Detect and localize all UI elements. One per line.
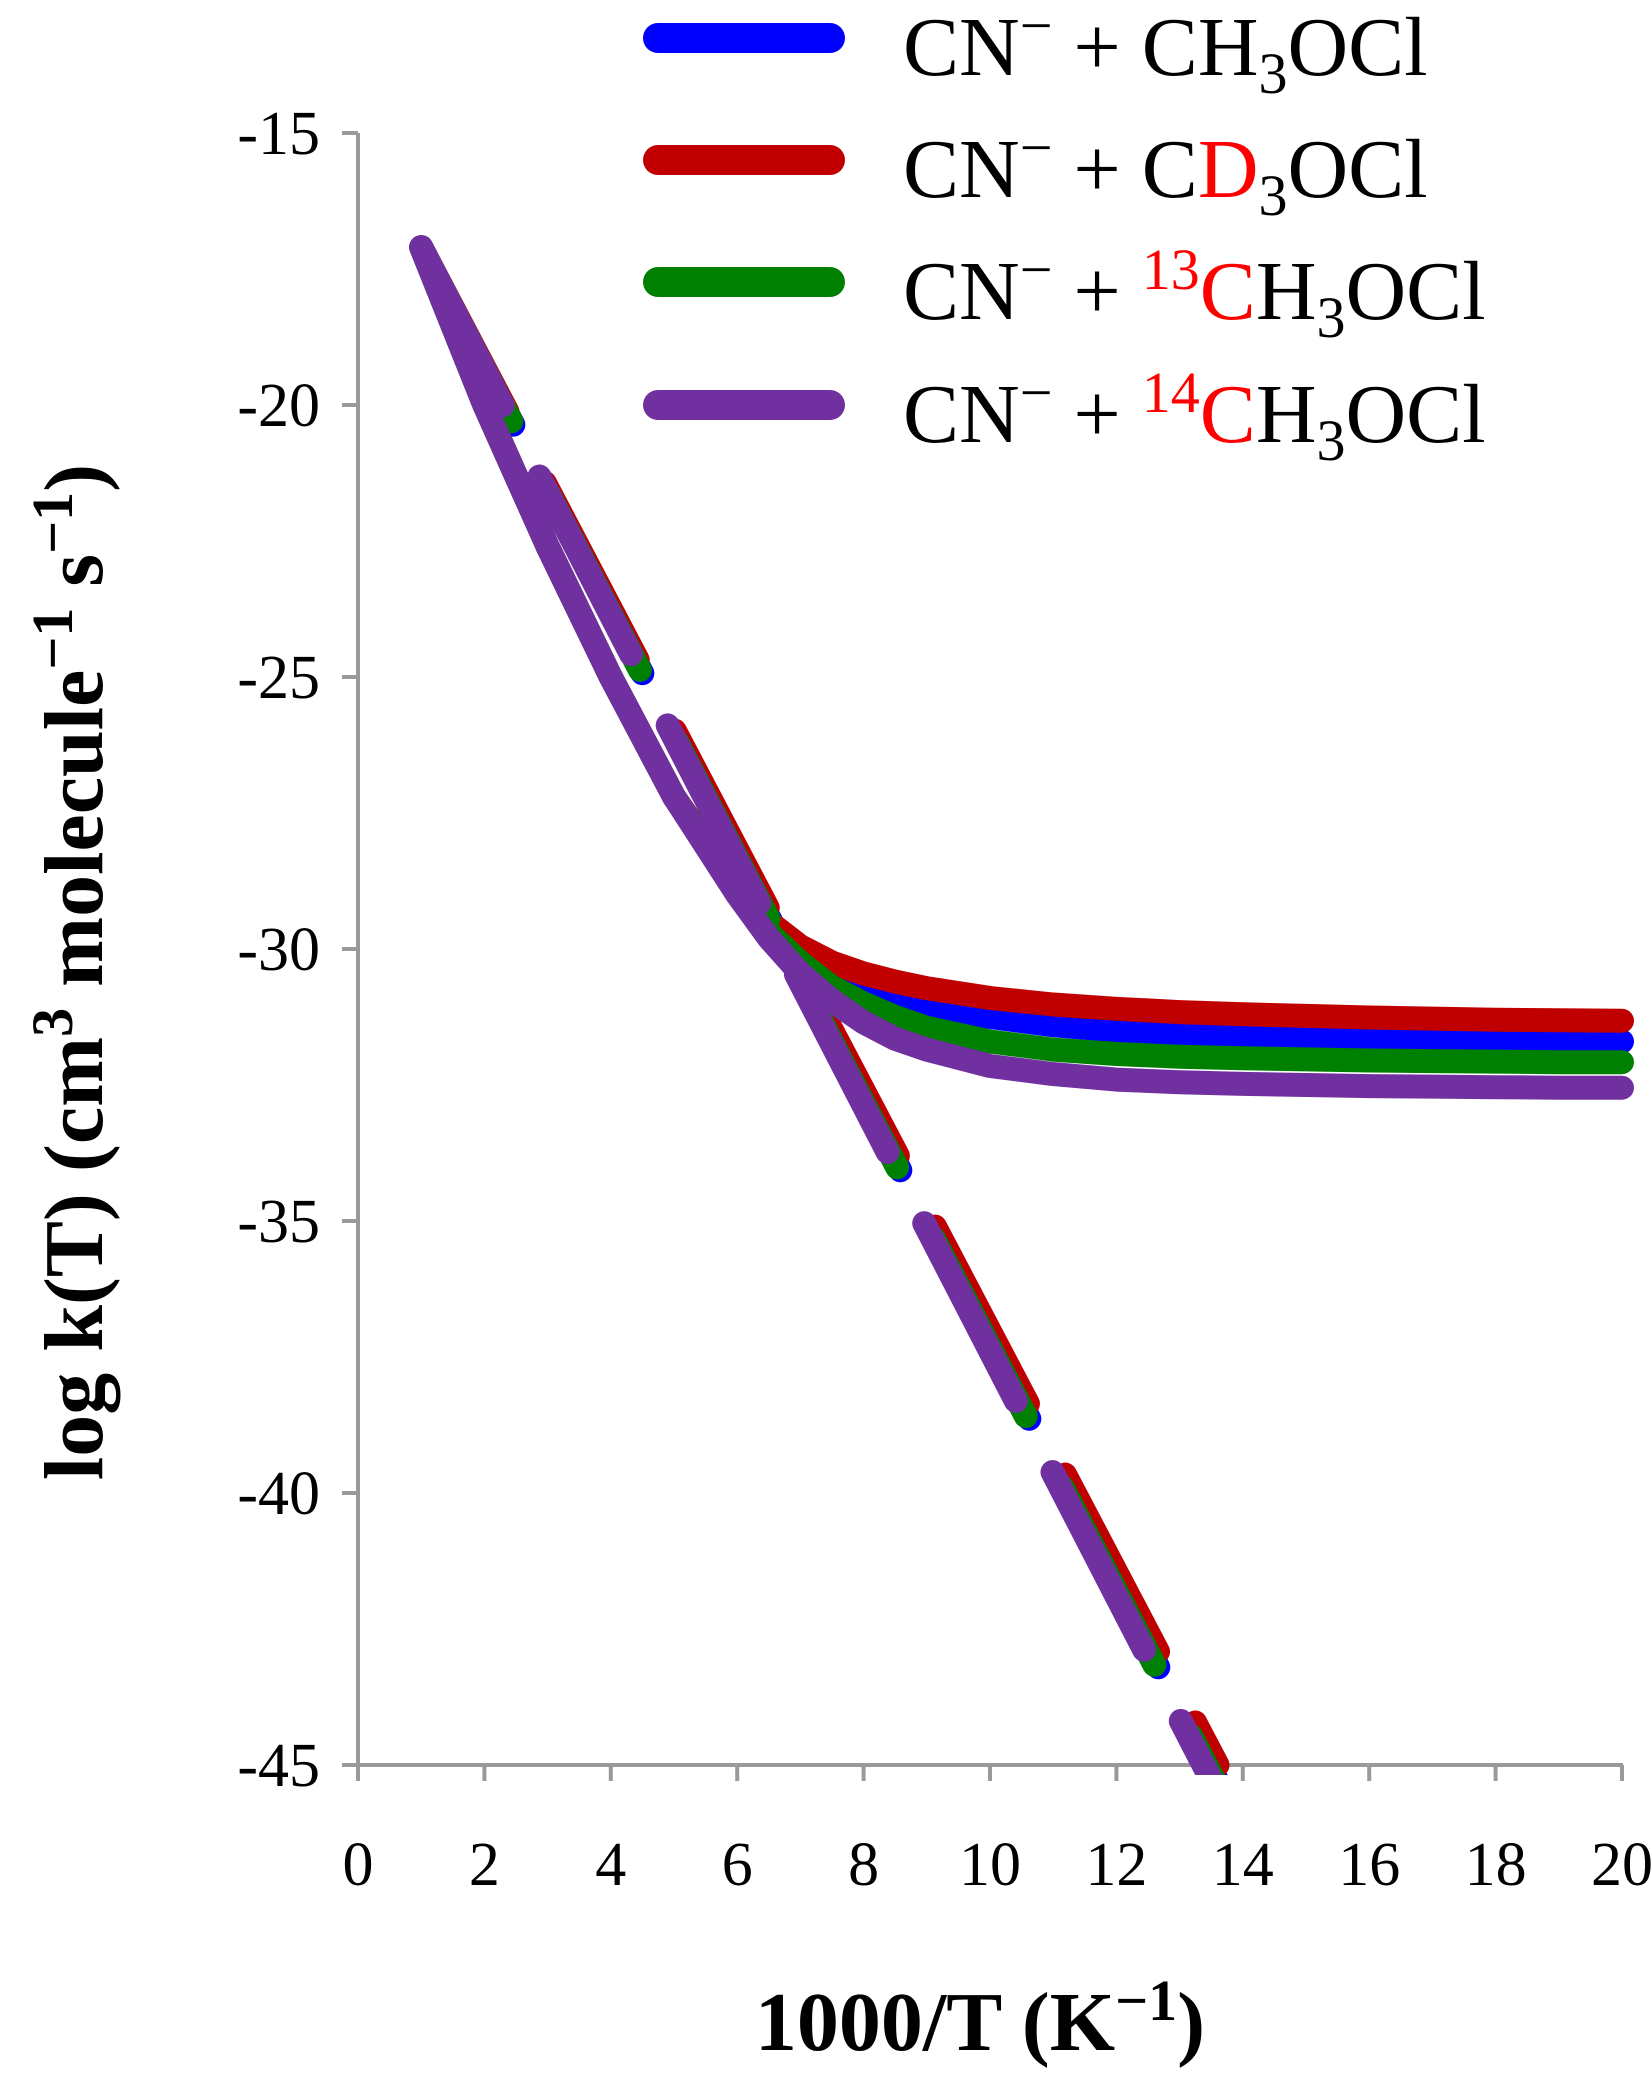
x-axis-title-main: 1000/T (K [755,1976,1115,2069]
x-tick-label: 14 [1212,1831,1274,1899]
legend-label-pre: CN [903,245,1020,338]
y-axis-title-part-3: s [28,554,121,608]
y-axis-title-part-1: log k(T) (cm [28,1037,121,1480]
x-tick-label: 0 [343,1831,374,1899]
y-axis-title-sup-2: −1 [20,608,85,670]
x-ticks: 0 2 4 6 8 10 12 14 16 18 20 [343,1765,1651,1899]
legend-item-cd3ocl: CN− + CD3OCl [643,115,1428,228]
legend-label-pre: CN [903,123,1020,216]
x-tick-label: 10 [959,1831,1021,1899]
legend-label-isotope: D [1198,123,1259,216]
x-tick-label: 6 [722,1831,753,1899]
legend-label-minus: − [1020,237,1053,302]
y-tick-label: -20 [237,372,320,440]
legend-label-h: H [1256,245,1317,338]
legend-label-tail: OCl [1346,368,1486,461]
legend-item-13ch3ocl: CN− + 13CH3OCl [643,237,1486,350]
x-tick-label: 8 [848,1831,879,1899]
legend-label-pre: CN [903,1,1020,94]
x-tick-label: 4 [595,1831,626,1899]
x-tick-label: 20 [1591,1831,1651,1899]
y-tick-label: -30 [237,916,320,984]
legend-label-isotope: C [1200,245,1256,338]
legend-label-tail: OCl [1288,1,1428,94]
series-layer [409,235,1634,1775]
legend-label-mid: + [1052,368,1141,461]
y-axis-title: log k(T) (cm3 molecule−1 s−1) [20,464,121,1480]
x-tick-label: 16 [1338,1831,1400,1899]
legend-label-h: H [1256,368,1317,461]
legend-label-isotope-mass: 13 [1142,237,1200,302]
legend-label-tail: OCl [1346,245,1486,338]
y-tick-label: -40 [237,1460,320,1528]
y-tick-label: -35 [237,1188,320,1256]
x-tick-label: 12 [1085,1831,1147,1899]
legend-label-mid: + C [1052,1,1197,94]
legend-label-minus: − [1020,0,1053,58]
series-dashed-14ch3ocl [409,235,1223,1775]
legend-label-minus: − [1020,115,1053,180]
legend-label-h: H [1198,1,1259,94]
y-tick-label: -15 [237,100,320,168]
legend-item-ch3ocl: CN− + CH3OCl [643,0,1428,106]
legend-label-minus: − [1020,360,1053,425]
legend-label-sub: 3 [1317,285,1346,350]
y-tick-label: -25 [237,644,320,712]
y-axis-title-sup-3: −1 [20,492,85,554]
x-axis-title: 1000/T (K−1) [755,1968,1205,2069]
legend-label-mid: + C [1052,123,1197,216]
legend-label-ch3ocl: CN− + CH3OCl [903,0,1428,106]
legend-label-tail: OCl [1288,123,1428,216]
x-axis-title-close: ) [1177,1976,1205,2069]
legend-label-isotope-mass: 14 [1142,360,1200,425]
y-axis-title-part-4: ) [28,464,121,492]
legend-label-13ch3ocl: CN− + 13CH3OCl [903,237,1486,350]
series-line-14ch3ocl [409,235,1634,1100]
legend-label-sub: 3 [1317,408,1346,473]
y-axis-title-sup-1: 3 [20,1008,85,1037]
legend: CN− + CH3OCl CN− + CD3OCl CN− + 13CH3OCl… [643,0,1486,473]
y-ticks: -15 -20 -25 -30 -35 -40 -45 [237,100,358,1800]
legend-label-cd3ocl: CN− + CD3OCl [903,115,1428,228]
legend-item-14ch3ocl: CN− + 14CH3OCl [643,360,1486,473]
x-tick-label: 2 [469,1831,500,1899]
y-tick-label: -45 [237,1732,320,1800]
legend-label-sub: 3 [1259,41,1288,106]
legend-label-pre: CN [903,368,1020,461]
y-axis-title-part-2: molecule [28,670,121,1008]
legend-label-mid: + [1052,245,1141,338]
x-axis-title-sup: −1 [1115,1968,1177,2033]
x-tick-label: 18 [1465,1831,1527,1899]
legend-label-sub: 3 [1259,163,1288,228]
legend-label-isotope: C [1200,368,1256,461]
legend-label-14ch3ocl: CN− + 14CH3OCl [903,360,1486,473]
